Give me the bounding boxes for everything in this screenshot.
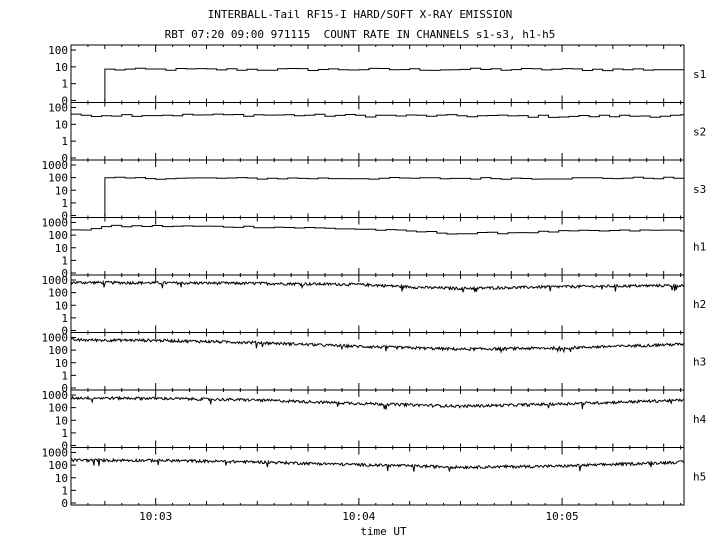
y-tick-label: 100: [48, 172, 68, 185]
y-tick-label: 100: [48, 344, 68, 357]
panel-frame-s3: [70, 159, 685, 218]
x-tick-label: 10:04: [342, 510, 375, 523]
channel-label-s3: s3: [693, 183, 706, 196]
y-tick-label: 1000: [42, 159, 69, 172]
y-tick-label: 10: [55, 184, 68, 197]
series-line-h2: [70, 279, 685, 293]
channel-label-h3: h3: [693, 355, 706, 368]
channel-label-h2: h2: [693, 298, 706, 311]
panel-frame-h4: [70, 389, 685, 448]
y-tick-label: 100: [48, 229, 68, 242]
x-tick-label: 10:03: [139, 510, 172, 523]
y-tick-label: 1000: [42, 389, 69, 402]
y-tick-label: 1: [61, 427, 68, 440]
y-tick-label: 10: [55, 357, 68, 370]
y-tick-label: 100: [48, 102, 68, 115]
channel-label-h4: h4: [693, 413, 707, 426]
series-line-h3: [71, 337, 685, 354]
y-tick-label: 1: [61, 312, 68, 325]
series-line-h1: [71, 224, 684, 235]
y-tick-label: 0: [61, 210, 68, 223]
channel-label-h1: h1: [693, 240, 706, 253]
channel-label-h5: h5: [693, 470, 706, 483]
series-line-s1: [104, 67, 684, 102]
y-tick-label: 100: [48, 44, 68, 57]
y-tick-label: 1: [61, 369, 68, 382]
y-tick-label: 0: [61, 440, 68, 453]
y-tick-label: 10: [55, 61, 68, 74]
series-line-h5: [70, 457, 685, 472]
panel-frame-s2: [70, 102, 685, 161]
series-line-s2: [71, 113, 684, 118]
y-tick-label: 10: [55, 299, 68, 312]
y-tick-label: 0: [61, 382, 68, 395]
y-tick-label: 1: [61, 254, 68, 267]
x-axis-label: time UT: [360, 525, 407, 538]
y-tick-label: 10: [55, 414, 68, 427]
y-tick-label: 0: [61, 152, 68, 165]
y-tick-label: 100: [48, 459, 68, 472]
y-tick-label: 1: [61, 78, 68, 91]
y-tick-label: 1000: [42, 274, 69, 287]
y-tick-label: 0: [61, 95, 68, 108]
chart-title: INTERBALL-Tail RF15-I HARD/SOFT X-RAY EM…: [207, 8, 513, 21]
y-tick-label: 1000: [42, 332, 69, 345]
y-tick-label: 1: [61, 197, 68, 210]
y-tick-label: 0: [61, 325, 68, 338]
y-tick-label: 1000: [42, 447, 69, 460]
y-tick-label: 0: [61, 497, 68, 510]
y-tick-label: 100: [48, 287, 68, 300]
x-tick-label: 10:05: [546, 510, 579, 523]
channel-label-s2: s2: [693, 125, 706, 138]
panel-frame-s1: [70, 44, 685, 103]
y-tick-label: 100: [48, 402, 68, 415]
channel-label-s1: s1: [693, 68, 706, 81]
panel-frame-h5: [70, 447, 685, 506]
series-line-h4: [70, 395, 685, 410]
series-line-s3: [104, 176, 684, 217]
y-tick-label: 1: [61, 484, 68, 497]
chart-subtitle: RBT 07:20 09:00 971115 COUNT RATE IN CHA…: [164, 28, 556, 41]
y-tick-label: 0: [61, 267, 68, 280]
y-tick-label: 10: [55, 242, 68, 255]
y-tick-label: 1000: [42, 217, 69, 230]
y-tick-label: 10: [55, 472, 68, 485]
y-tick-label: 1: [61, 135, 68, 148]
y-tick-label: 10: [55, 118, 68, 131]
